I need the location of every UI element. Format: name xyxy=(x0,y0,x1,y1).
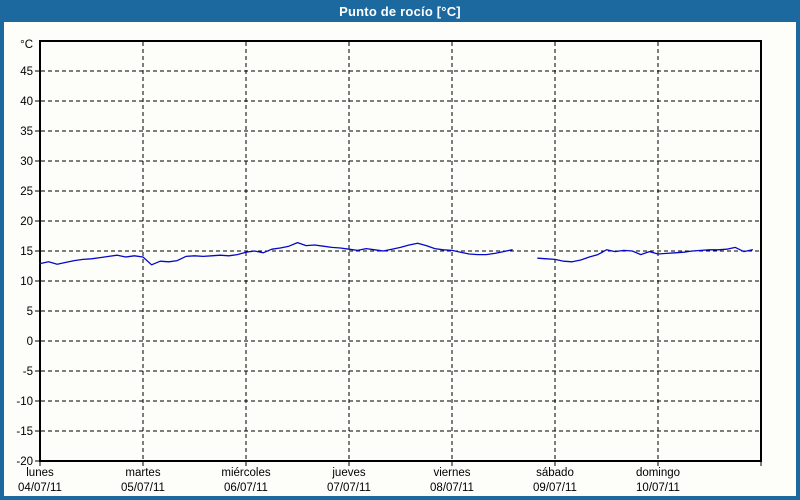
day-date-label: 06/07/11 xyxy=(224,482,268,494)
page-title: Punto de rocío [°C] xyxy=(339,3,461,19)
day-date-label: 07/07/11 xyxy=(327,482,371,494)
y-tick-label: 40 xyxy=(20,96,33,108)
y-tick-label: -15 xyxy=(16,426,33,438)
window-title-bar: Punto de rocío [°C] xyxy=(0,0,800,22)
day-date-label: 05/07/11 xyxy=(121,482,165,494)
y-tick-label: -5 xyxy=(23,366,33,378)
y-tick-label: 0 xyxy=(27,336,33,348)
day-name-label: miércoles xyxy=(221,467,270,479)
y-tick-label: 15 xyxy=(20,246,33,258)
day-name-label: domingo xyxy=(636,467,680,479)
series-line xyxy=(537,246,754,263)
y-tick-label: 20 xyxy=(20,216,33,228)
y-tick-label: 35 xyxy=(20,126,33,138)
dew-point-chart: 45 40 35 30 25 20 15 10 5 0 -5 -10 -15 -20 °C lunes 04/0… xyxy=(16,39,762,494)
day-date-label: 10/07/11 xyxy=(636,482,680,494)
y-tick-label: 45 xyxy=(20,66,33,78)
y-tick-label: 30 xyxy=(20,156,33,168)
day-date-label: 04/07/11 xyxy=(18,482,62,494)
day-name-label: jueves xyxy=(331,467,365,479)
y-tick-label: 5 xyxy=(27,306,33,318)
y-tick-label: -20 xyxy=(16,456,33,468)
day-name-label: martes xyxy=(125,467,160,479)
y-tick-label: -10 xyxy=(16,396,33,408)
day-date-label: 08/07/11 xyxy=(430,482,474,494)
day-date-label: 09/07/11 xyxy=(533,482,577,494)
day-name-label: lunes xyxy=(26,467,54,479)
series-line xyxy=(39,241,513,266)
day-name-label: sábado xyxy=(536,467,574,479)
day-name-label: viernes xyxy=(433,467,470,479)
y-axis-unit-label: °C xyxy=(20,39,33,51)
y-tick-label: 10 xyxy=(20,276,33,288)
chart-canvas: 45 40 35 30 25 20 15 10 5 0 -5 -10 -15 -20 °C lunes 04/0… xyxy=(4,22,796,496)
y-tick-label: 25 xyxy=(20,186,33,198)
